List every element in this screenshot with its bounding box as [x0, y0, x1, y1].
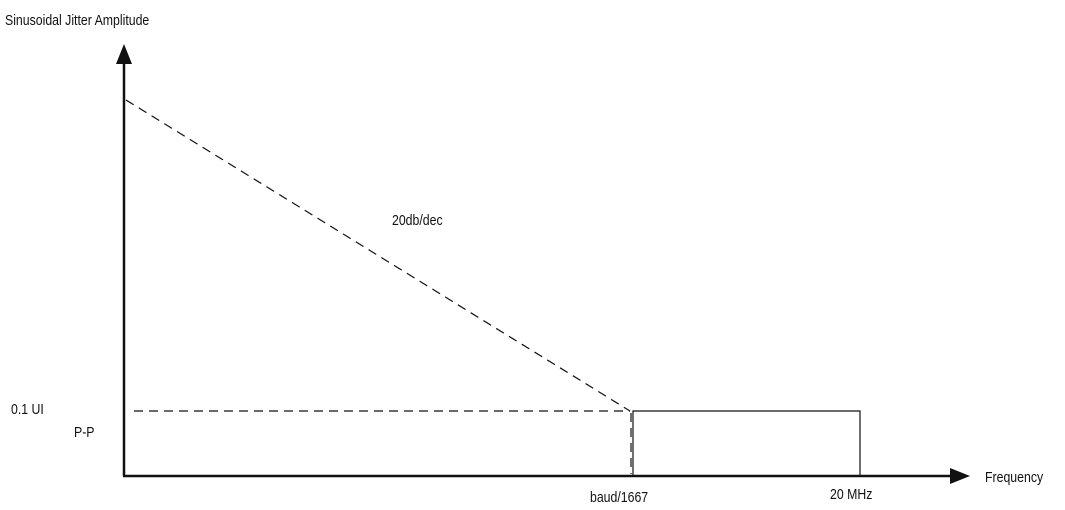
- x-axis-label: Frequency: [985, 469, 1044, 486]
- level-unit-label: P-P: [74, 424, 95, 441]
- level-value-label: 0.1 UI: [11, 401, 44, 418]
- x-axis-arrowhead: [950, 468, 970, 484]
- y-axis-label: Sinusoidal Jitter Amplitude: [5, 12, 150, 29]
- slope-annotation: 20db/dec: [392, 212, 443, 229]
- y-axis-arrowhead: [116, 44, 132, 64]
- x-tick-upper-label: 20 MHz: [830, 486, 873, 503]
- flat-region-outline: [632, 410, 861, 476]
- slope-dashed-line: [125, 99, 631, 412]
- x-tick-corner-label: baud/1667: [590, 489, 649, 506]
